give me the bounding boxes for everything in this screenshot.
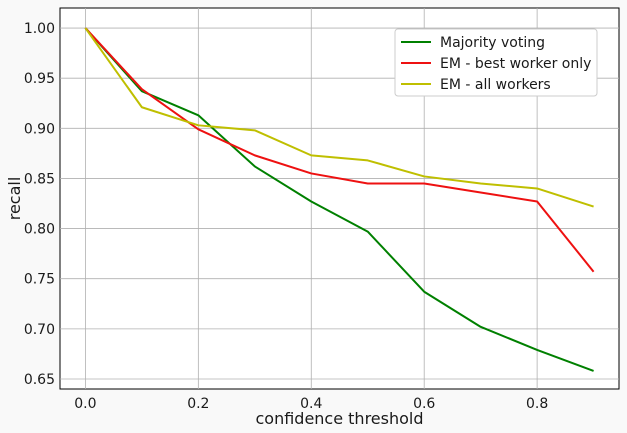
tick-labels: 0.0 0.2 0.4 0.6 0.8 0.65 0.70 0.75 0.80 0.85 0.90 0… [24, 21, 548, 412]
y-tick-label: 0.80 [24, 222, 55, 238]
x-tick-label: 0.8 [526, 396, 548, 412]
legend-box [394, 28, 598, 97]
y-tick-label: 0.85 [24, 171, 55, 187]
x-axis-title: confidence threshold [255, 409, 423, 428]
y-axis-title: recall [5, 177, 24, 221]
series-line-2 [84, 27, 594, 208]
y-tick-label: 0.90 [24, 121, 55, 137]
y-tick-label: 0.70 [24, 322, 55, 338]
y-tick-label: 1.00 [24, 21, 55, 37]
legend-label-1: EM - best worker only [440, 56, 591, 72]
y-tick-label: 0.65 [24, 372, 55, 388]
x-tick-label: 0.0 [74, 396, 96, 412]
y-tick-label: 0.95 [24, 71, 55, 87]
series-line-0 [84, 27, 594, 372]
series-line-1 [84, 27, 595, 273]
legend-label-2: EM - all workers [440, 77, 551, 93]
y-tick-label: 0.75 [24, 272, 55, 288]
legend-label-0: Majority voting [440, 35, 545, 51]
x-tick-label: 0.6 [413, 396, 435, 412]
x-tick-label: 0.4 [300, 396, 322, 412]
x-tick-label: 0.2 [187, 396, 209, 412]
legend: Majority voting EM - best worker only EM -… [394, 28, 598, 97]
series-lines [84, 27, 595, 372]
grid [60, 8, 619, 389]
